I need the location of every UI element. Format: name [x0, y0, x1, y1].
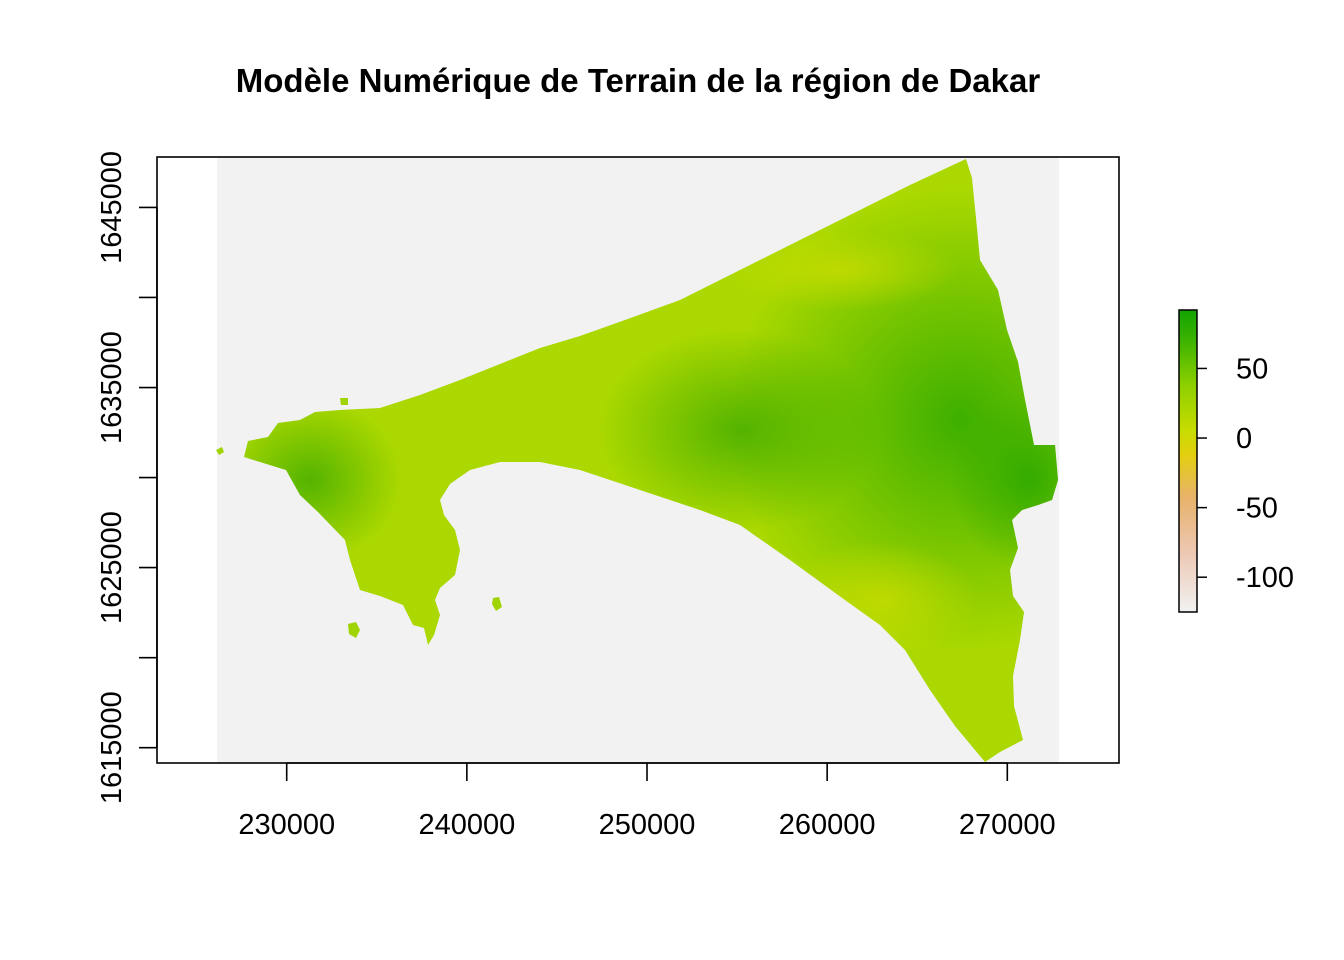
x-tick-label: 260000 [779, 809, 876, 841]
islet-north [340, 398, 348, 405]
chart-title: Modèle Numérique de Terrain de la région… [236, 62, 1041, 99]
x-tick-label: 250000 [599, 809, 696, 841]
x-tick-label: 240000 [418, 809, 515, 841]
y-axis: 1615000 1625000 1635000 1645000 [96, 151, 158, 804]
colorbar-tick-label: 0 [1236, 423, 1252, 455]
colorbar-legend: 50 0 -50 -100 [1178, 309, 1294, 613]
colorbar-gradient [1178, 309, 1198, 613]
colorbar-tick-label: -100 [1236, 562, 1294, 594]
high-ground-far-east [950, 390, 1058, 570]
colorbar-tick-label: -50 [1236, 493, 1278, 525]
colorbar-tick-label: 50 [1236, 353, 1268, 385]
islands [216, 398, 502, 638]
low-ground-north [720, 230, 960, 310]
y-tick-label: 1645000 [96, 151, 128, 264]
island-madeleines [348, 622, 360, 638]
x-tick-label: 270000 [959, 809, 1056, 841]
islet-west [216, 447, 224, 455]
x-axis: 230000 240000 250000 260000 270000 [238, 762, 1056, 841]
raster-area [216, 157, 1059, 763]
island-goree [492, 597, 502, 611]
colorbar-ticks: 50 0 -50 -100 [1197, 353, 1294, 594]
y-tick-label: 1615000 [96, 691, 128, 804]
elevation-shading [244, 190, 1058, 660]
high-ground-mid [600, 330, 880, 530]
x-tick-label: 230000 [238, 809, 335, 841]
land-surface [244, 159, 1058, 762]
y-tick-label: 1625000 [96, 511, 128, 624]
y-tick-label: 1635000 [96, 331, 128, 444]
